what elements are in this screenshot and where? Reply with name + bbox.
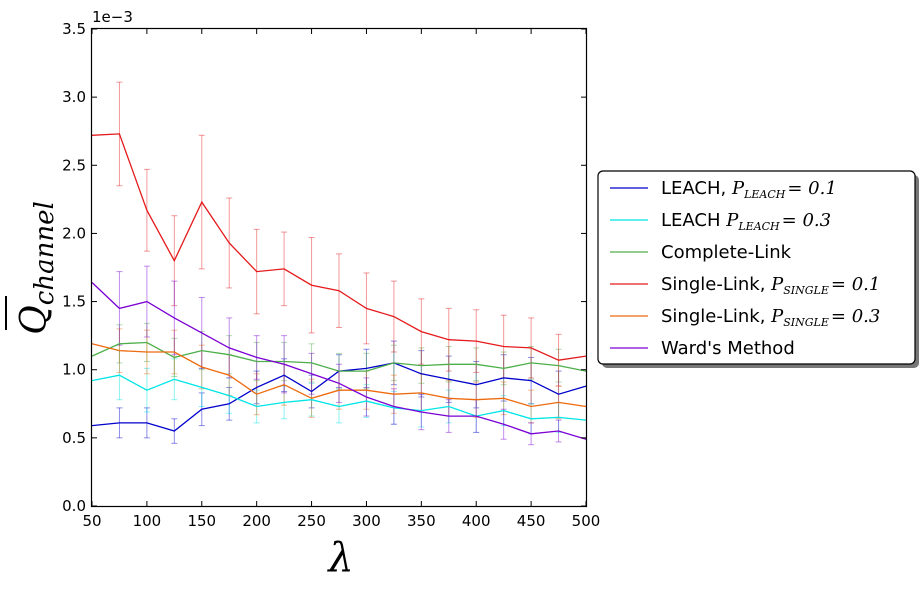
series-line-3	[91, 341, 587, 372]
legend-label-text: Complete-Link	[661, 242, 792, 263]
axis-ticks: 50 100 150 200 250 300 350 400 450 500 0.0 0.5 1.0 1.…	[62, 20, 600, 530]
legend-label-value: = 0.1	[787, 178, 836, 199]
x-tick-label: 150	[187, 512, 216, 530]
y-tick-label: 1.5	[62, 293, 86, 311]
legend-label-symbol: P	[770, 306, 784, 327]
legend-label-3: Complete-Link	[661, 242, 792, 263]
y-axis-title-sub: channel	[30, 201, 60, 305]
legend-label-value: = 0.1	[831, 274, 880, 295]
x-tick-label: 350	[407, 512, 436, 530]
x-axis-title: λ	[326, 535, 353, 581]
legend-label-value: = 0.3	[831, 306, 880, 327]
legend-label-subscript: LEACH	[743, 188, 786, 201]
series-line-4	[91, 133, 587, 361]
x-tick-label: 300	[352, 512, 381, 530]
legend-label-text: Single-Link,	[661, 306, 771, 327]
y-tick-label: 3.5	[62, 20, 86, 38]
legend-label-text: Ward's Method	[661, 338, 795, 359]
y-axis-title-main: Q	[14, 305, 55, 335]
svg-text:Qchannel: Qchannel	[14, 201, 60, 335]
plot-frame	[90, 27, 588, 508]
x-tick-label: 400	[462, 512, 491, 530]
y-tick-label: 0.0	[62, 497, 86, 515]
legend-label-symbol: P	[731, 178, 745, 199]
series-line-2	[91, 374, 587, 421]
legend-label-4: Single-Link, PSINGLE = 0.1	[661, 274, 880, 297]
legend-box	[597, 170, 916, 365]
legend-label-1: LEACH, PLEACH = 0.1	[661, 178, 837, 201]
y-tick-label: 2.0	[62, 224, 86, 242]
legend-label-5: Single-Link, PSINGLE = 0.3	[661, 306, 880, 329]
legend-label-text: Single-Link,	[661, 274, 771, 295]
series-line-5	[91, 343, 587, 408]
x-tick-label: 250	[297, 512, 326, 530]
x-tick-label: 200	[242, 512, 271, 530]
legend-label-6: Ward's Method	[661, 338, 795, 359]
y-tick-label: 3.0	[62, 88, 86, 106]
y-offset-label: 1e−3	[92, 8, 133, 26]
y-axis-title: Qchannel	[5, 201, 60, 335]
y-tick-label: 0.5	[62, 429, 86, 447]
y-tick-label: 2.5	[62, 156, 86, 174]
legend-label-subscript: LEACH	[737, 220, 780, 233]
legend-label-subscript: SINGLE	[783, 284, 829, 297]
series-line-6	[91, 282, 587, 440]
x-tick-label: 450	[517, 512, 546, 530]
x-tick-label: 100	[133, 512, 162, 530]
legend-label-text: LEACH	[661, 210, 726, 231]
legend-label-subscript: SINGLE	[783, 316, 829, 329]
x-tick-label: 50	[82, 512, 101, 530]
y-tick-label: 1.0	[62, 361, 86, 379]
legend-label-symbol: P	[770, 274, 784, 295]
series-lines	[91, 133, 587, 440]
legend-label-value: = 0.3	[782, 210, 831, 231]
x-tick-label: 500	[572, 512, 601, 530]
legend-label-text: LEACH,	[661, 178, 732, 199]
legend-label-2: LEACH PLEACH = 0.3	[661, 210, 831, 233]
legend-label-symbol: P	[725, 210, 739, 231]
